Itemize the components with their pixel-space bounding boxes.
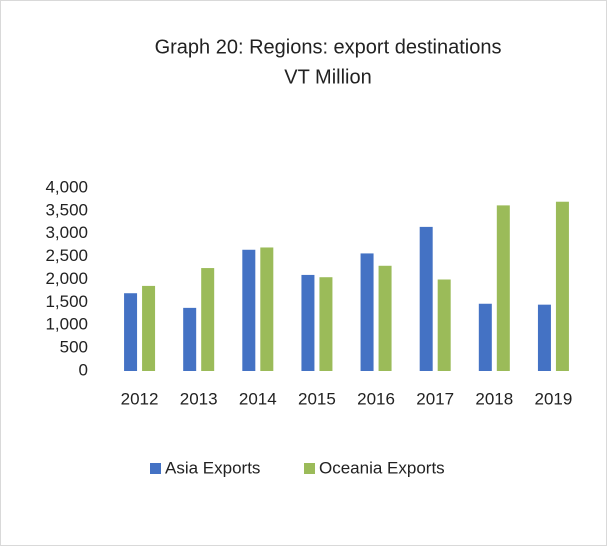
bar: [301, 274, 315, 371]
x-tick-label: 2017: [416, 389, 454, 408]
bar: [555, 201, 569, 371]
bar: [260, 247, 274, 371]
bar: [378, 265, 392, 371]
bar: [124, 293, 138, 371]
chart-title: Graph 20: Regions: export destinations: [155, 36, 502, 58]
bar: [478, 303, 492, 371]
x-tick-label: 2014: [239, 389, 277, 408]
bar: [496, 205, 510, 371]
legend-swatch: [304, 463, 315, 474]
y-tick-label: 4,000: [45, 177, 88, 196]
y-tick-label: 2,500: [45, 246, 88, 265]
y-tick-label: 1,000: [45, 315, 88, 334]
y-tick-label: 500: [60, 338, 88, 357]
legend-swatch: [150, 463, 161, 474]
x-tick-label: 2019: [535, 389, 573, 408]
bar: [537, 304, 551, 371]
legend-label: Oceania Exports: [319, 458, 445, 477]
bar: [419, 226, 433, 371]
y-tick-label: 3,500: [45, 200, 88, 219]
y-tick-label: 0: [79, 360, 88, 379]
x-tick-label: 2016: [357, 389, 395, 408]
bar: [360, 253, 374, 371]
y-tick-label: 2,000: [45, 269, 88, 288]
legend-label: Asia Exports: [165, 458, 260, 477]
x-tick-label: 2012: [121, 389, 159, 408]
bar: [201, 268, 215, 371]
x-tick-label: 2018: [475, 389, 513, 408]
x-tick-label: 2015: [298, 389, 336, 408]
y-tick-label: 1,500: [45, 292, 88, 311]
bar: [242, 249, 256, 371]
bar: [319, 277, 333, 371]
bar: [437, 279, 451, 371]
bar: [142, 285, 156, 371]
y-tick-label: 3,000: [45, 223, 88, 242]
bar: [183, 307, 197, 371]
x-tick-label: 2013: [180, 389, 218, 408]
chart-subtitle: VT Million: [284, 66, 371, 88]
